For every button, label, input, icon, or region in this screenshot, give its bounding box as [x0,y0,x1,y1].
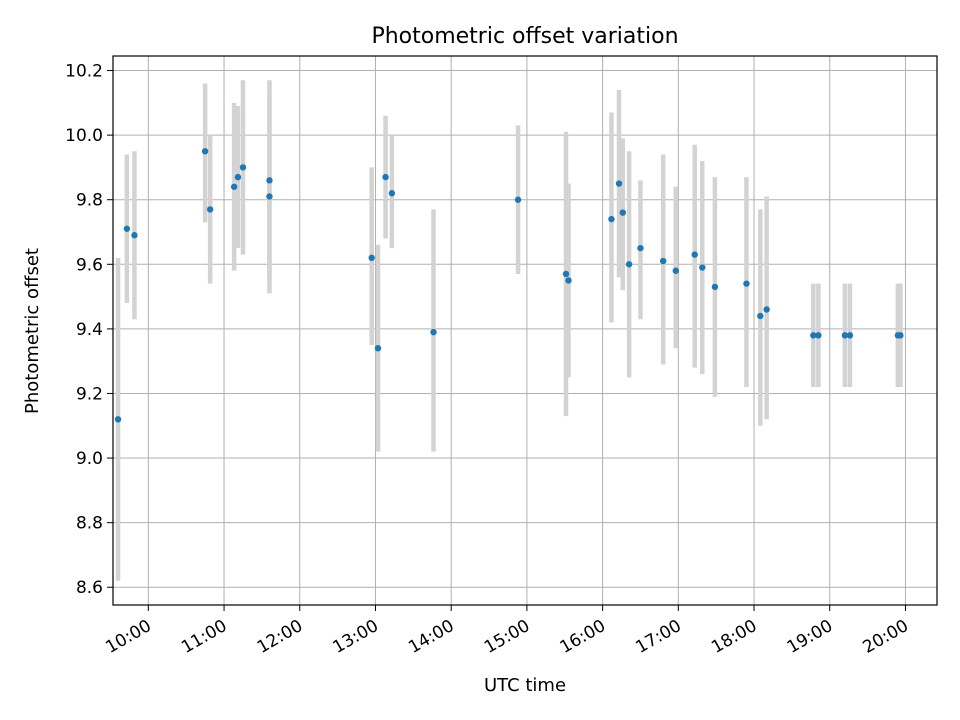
x-axis-label: UTC time [484,675,566,696]
y-tick-label: 9.8 [76,191,103,211]
data-point [815,332,822,339]
data-point [672,267,679,274]
y-axis-label: Photometric offset [22,248,43,414]
y-axis-ticks: 8.6 8.8 9.0 9.2 9.4 9.6 9.8 10.0 10.2 [65,62,113,598]
y-tick-label: 10.2 [65,62,103,82]
y-tick-label: 9.2 [76,384,103,404]
data-point [565,277,572,284]
data-point [743,280,750,287]
data-point [368,254,375,262]
data-point [763,306,770,313]
data-point [206,206,214,213]
data-point [374,345,382,352]
data-point [201,148,209,155]
plot-frame [112,55,938,606]
data-point [114,416,122,423]
data-point [266,177,273,184]
y-tick-label: 10.0 [65,126,103,146]
data-point [637,244,644,252]
y-tick-label: 8.8 [76,514,103,534]
data-point [691,251,698,258]
y-tick-label: 9.4 [76,320,103,340]
data-point [699,264,706,271]
data-point [123,225,131,232]
data-point [239,164,247,171]
data-point [711,283,719,291]
data-point [625,261,633,268]
y-tick-label: 9.6 [76,255,103,275]
data-point [382,173,389,181]
data-point [619,209,626,216]
data-point [230,183,238,190]
data-point [757,312,764,320]
data-point [388,190,396,197]
data-point [234,173,242,181]
data-points [114,148,904,423]
chart-title: Photometric offset variation [371,24,678,49]
data-point [608,215,615,223]
grid-lines [113,56,937,605]
data-point [615,180,623,187]
data-point [810,332,817,339]
data-point [562,270,570,278]
data-point [514,196,522,203]
y-tick-label: 9.0 [76,449,103,469]
y-tick-label: 8.6 [76,578,103,598]
data-point [841,332,849,339]
data-point [846,332,854,339]
data-point [430,328,437,336]
data-point [897,332,904,339]
data-point [131,232,138,239]
data-point [659,257,667,265]
data-point [266,193,273,200]
